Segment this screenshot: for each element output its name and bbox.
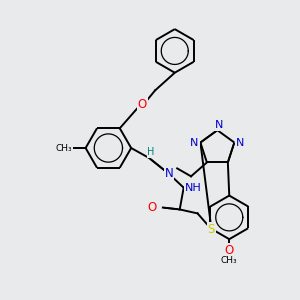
Text: N: N [164,167,173,180]
Text: O: O [225,244,234,256]
Text: CH₃: CH₃ [56,143,72,152]
Text: CH₃: CH₃ [221,256,238,266]
Text: S: S [208,223,215,236]
Text: N: N [215,120,224,130]
Text: O: O [61,142,71,154]
Text: NH: NH [185,183,201,193]
Text: H: H [147,147,155,157]
Text: O: O [148,201,157,214]
Text: N: N [236,137,244,148]
Text: O: O [137,98,147,111]
Text: N: N [190,137,199,148]
